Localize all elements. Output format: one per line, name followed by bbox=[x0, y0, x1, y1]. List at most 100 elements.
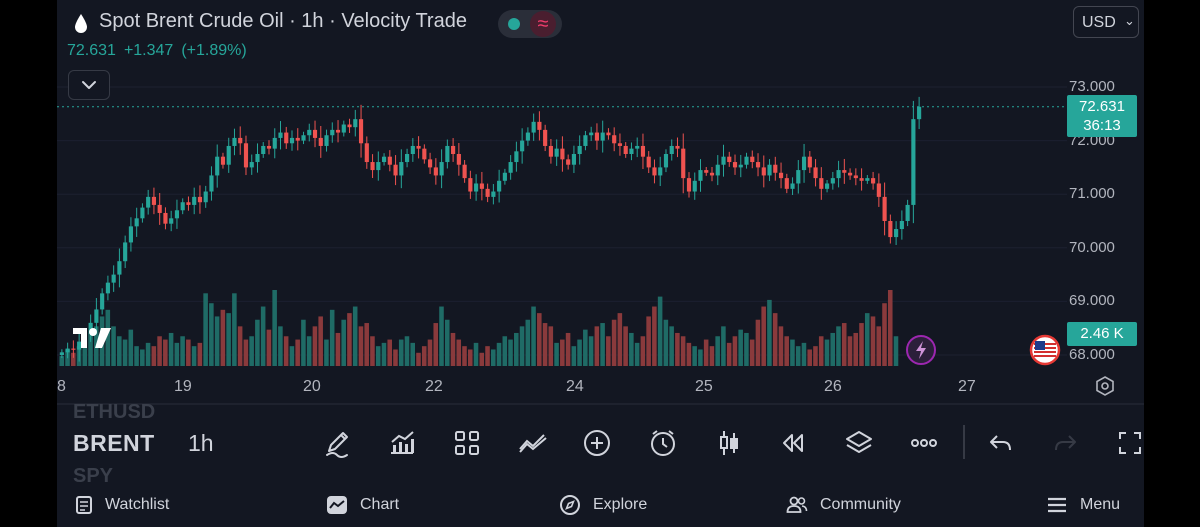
volume-bar bbox=[744, 332, 749, 366]
compass-icon bbox=[560, 495, 580, 515]
undo-icon[interactable] bbox=[983, 425, 1019, 461]
volume-bar bbox=[387, 339, 392, 366]
nav-menu[interactable]: Menu bbox=[1046, 491, 1120, 519]
layouts-grid-icon[interactable] bbox=[449, 425, 485, 461]
volume-bar bbox=[715, 336, 720, 366]
volume-bar bbox=[255, 319, 260, 366]
layers-icon[interactable] bbox=[841, 425, 877, 461]
candle bbox=[479, 171, 484, 201]
volume-bar bbox=[525, 319, 531, 366]
volume-bar bbox=[542, 323, 548, 366]
fullscreen-icon[interactable] bbox=[1112, 425, 1144, 461]
price-axis-label: 70.000 bbox=[1069, 239, 1115, 256]
volume-bar bbox=[663, 319, 669, 366]
volume-bar bbox=[347, 313, 352, 366]
price-chart[interactable] bbox=[57, 0, 1144, 405]
candle bbox=[824, 179, 830, 193]
candle bbox=[882, 182, 887, 236]
candle bbox=[577, 135, 582, 165]
volume-bar bbox=[554, 342, 559, 366]
volume-bar bbox=[508, 339, 513, 366]
redo-icon[interactable] bbox=[1047, 425, 1083, 461]
candle bbox=[773, 156, 778, 181]
candle bbox=[428, 152, 433, 174]
volume-bar bbox=[237, 326, 243, 366]
volume-bar bbox=[341, 319, 346, 366]
candle bbox=[899, 210, 904, 240]
volume-bar bbox=[416, 352, 421, 366]
candle bbox=[284, 126, 289, 149]
candles-icon[interactable] bbox=[711, 425, 747, 461]
candle bbox=[65, 342, 70, 359]
volume-bar bbox=[203, 293, 208, 366]
volume-bar bbox=[732, 336, 738, 366]
candle bbox=[801, 143, 807, 183]
volume-bar bbox=[370, 336, 375, 366]
volume-bar bbox=[634, 342, 640, 366]
nav-community[interactable]: Community bbox=[786, 491, 901, 519]
interval-selector[interactable]: 1h bbox=[188, 430, 214, 456]
candle bbox=[560, 136, 565, 172]
candle bbox=[871, 171, 876, 190]
candle bbox=[358, 104, 364, 158]
candle bbox=[744, 152, 749, 169]
indicators-icon[interactable] bbox=[384, 425, 420, 461]
time-axis-label: 27 bbox=[958, 378, 976, 395]
drawing-pen-icon[interactable] bbox=[319, 425, 355, 461]
volume-bar bbox=[600, 323, 605, 366]
nav-chart[interactable]: Chart bbox=[326, 491, 399, 519]
volume-bar bbox=[491, 349, 496, 366]
add-plus-circle-icon[interactable] bbox=[579, 425, 615, 461]
volume-bar bbox=[657, 296, 663, 366]
candle bbox=[514, 141, 519, 172]
chevron-down-icon bbox=[82, 81, 96, 89]
candle bbox=[640, 133, 646, 170]
candle bbox=[905, 199, 910, 227]
nav-watchlist[interactable]: Watchlist bbox=[75, 491, 169, 519]
volume-bar bbox=[243, 339, 249, 366]
volume-bar bbox=[168, 332, 174, 366]
collapse-legend-button[interactable] bbox=[68, 70, 110, 100]
volume-bar bbox=[358, 326, 364, 366]
candle bbox=[525, 127, 530, 146]
compare-symbols-icon[interactable] bbox=[515, 425, 551, 461]
lightning-icon[interactable] bbox=[905, 334, 937, 366]
nav-explore-label: Explore bbox=[593, 496, 648, 513]
volume-bar bbox=[105, 309, 111, 366]
chart-settings-icon[interactable] bbox=[1095, 376, 1115, 396]
alert-clock-icon[interactable] bbox=[645, 425, 681, 461]
candle bbox=[462, 160, 467, 183]
candle bbox=[474, 174, 479, 201]
volume-bar bbox=[772, 313, 778, 366]
volume-bar bbox=[226, 313, 231, 366]
candle bbox=[387, 150, 392, 172]
candle bbox=[583, 130, 588, 151]
candle bbox=[520, 128, 525, 164]
more-options-icon[interactable] bbox=[906, 425, 942, 461]
volume-bar bbox=[479, 352, 485, 366]
symbol-title[interactable]: Spot Brent Crude Oil · 1h · Velocity Tra… bbox=[99, 10, 467, 32]
replay-rewind-icon[interactable] bbox=[775, 425, 811, 461]
volume-bar bbox=[801, 342, 807, 366]
volume-bar bbox=[519, 326, 525, 366]
volume-bar bbox=[853, 332, 859, 366]
nav-chart-label: Chart bbox=[360, 496, 400, 513]
market-status-badge[interactable]: ≈ bbox=[498, 10, 562, 38]
volume-bar bbox=[220, 309, 226, 366]
candle bbox=[180, 198, 185, 215]
candle bbox=[842, 158, 847, 184]
candle bbox=[324, 129, 329, 152]
candle bbox=[594, 123, 600, 150]
volume-bar bbox=[646, 316, 651, 366]
candle bbox=[445, 139, 450, 169]
volume-bar bbox=[836, 326, 841, 366]
symbol-selector[interactable]: BRENT bbox=[73, 430, 155, 456]
volume-bar bbox=[329, 309, 335, 366]
volume-bar bbox=[870, 316, 876, 366]
nav-explore[interactable]: Explore bbox=[559, 491, 647, 519]
currency-select[interactable]: USD ⌄ bbox=[1073, 6, 1139, 38]
volume-bar bbox=[680, 336, 686, 366]
us-flag-icon[interactable] bbox=[1029, 334, 1061, 366]
candle bbox=[698, 159, 703, 192]
candle bbox=[485, 183, 490, 203]
